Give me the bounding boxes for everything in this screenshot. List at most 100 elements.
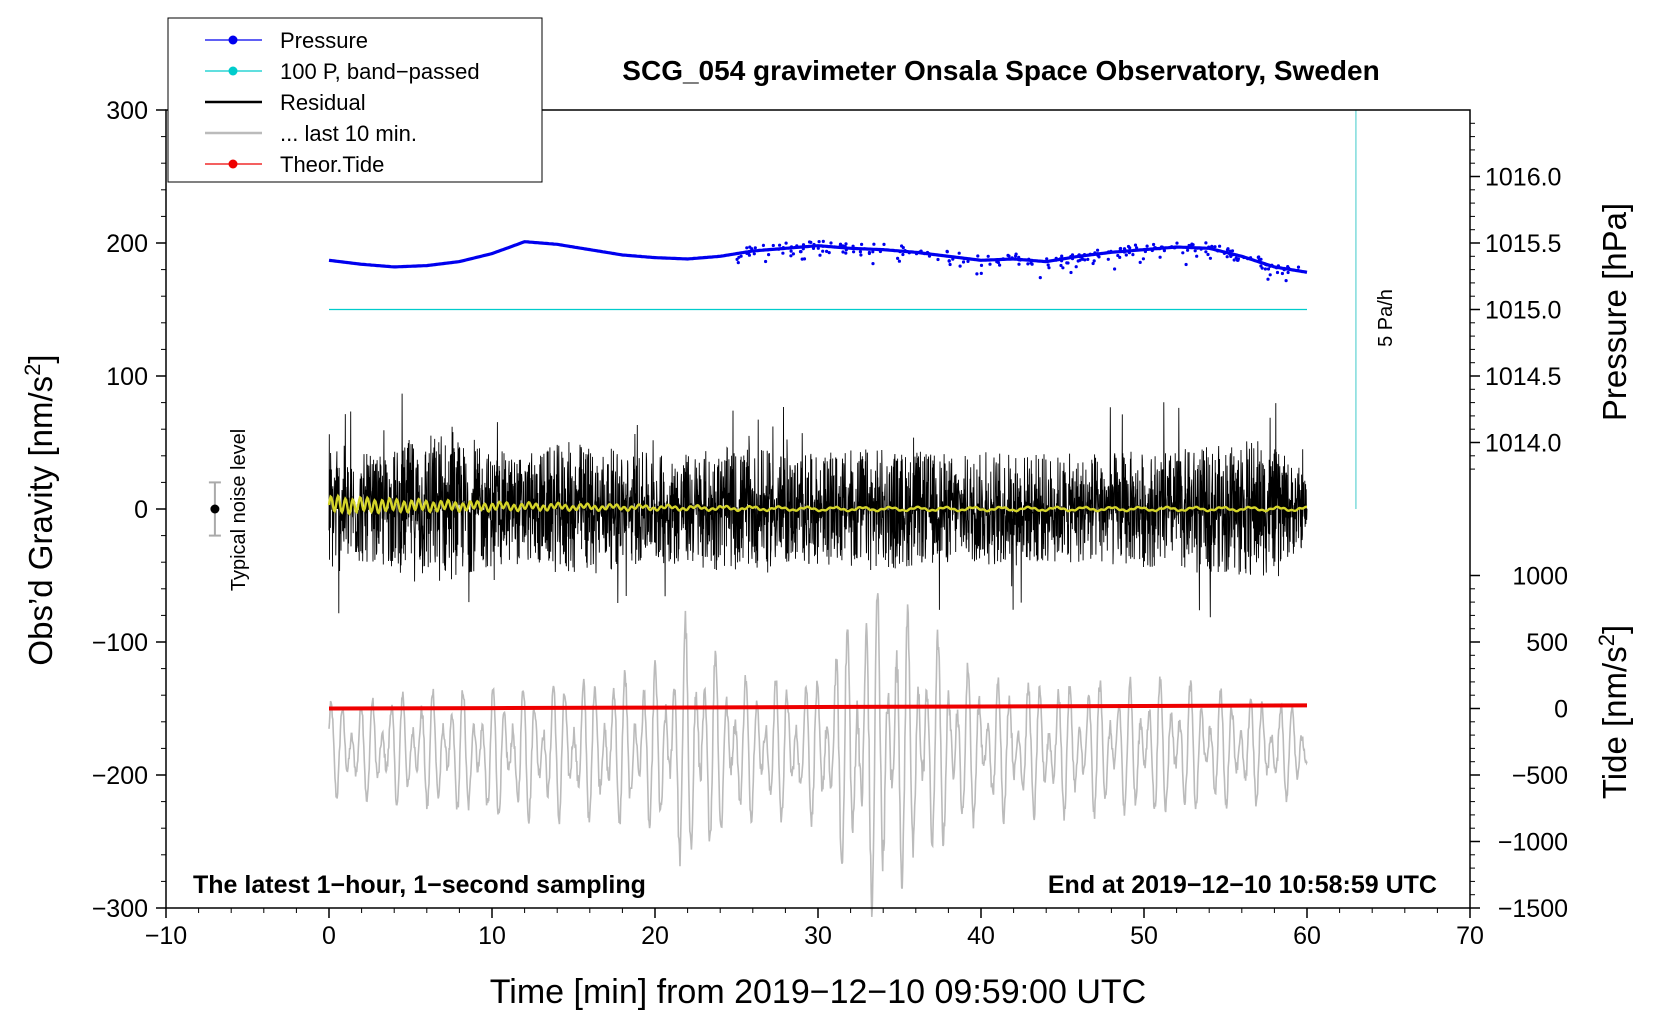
pressure-point [1236,258,1240,262]
pressure-point [801,247,805,251]
pressure-point [1143,249,1147,254]
pressure-point [871,262,875,266]
pressure-point [858,250,863,254]
pressure-point [1060,259,1064,263]
pressure-point [798,250,803,254]
pressure-point [781,246,785,250]
pressure-point [1047,266,1051,270]
pressure-point [1263,267,1267,271]
legend-entries: Pressure 100 P, band−passed Residual ... la… [205,28,480,177]
pressure-point [1222,251,1226,255]
y-tick-label: −300 [92,895,148,923]
pressure-point [1045,257,1049,261]
legend-label: Residual [280,90,366,115]
pressure-point [900,244,904,248]
pressure-point [1159,245,1164,249]
pressure-point [852,250,856,254]
pressure-point [1122,247,1127,251]
legend-marker [228,159,238,169]
pressure-point [1070,257,1075,261]
pressure-point [1118,247,1122,251]
legend-label: ... last 10 min. [280,121,417,146]
pressure-point [1131,253,1135,257]
pressure-tick-label: 1016.0 [1485,164,1561,192]
pressure-point [1268,264,1272,268]
pressure-point [825,249,829,253]
pressure-point [789,249,793,253]
pressure-point [1086,257,1090,261]
pressure-point [1275,270,1280,275]
pressure-tick-label: 1015.5 [1485,230,1561,258]
tide-tick-label: −1000 [1498,829,1568,857]
pressure-point [1096,248,1100,252]
pressure-point [1017,258,1021,262]
pressure-point [1206,252,1210,257]
pressure-point [1026,262,1030,266]
pressure-point [1257,255,1261,259]
pressure-point [827,251,831,255]
pressure-point [896,256,900,260]
y-axis-label-pressure: Pressure [hPa] [1596,203,1633,421]
x-axis-label: Time [min] from 2019−12−10 09:59:00 UTC [490,973,1146,1011]
pressure-point [844,248,848,252]
pressure-point [1128,246,1132,250]
pressure-point [860,242,864,246]
pressure-point [945,249,949,253]
pressure-point [1208,256,1212,260]
x-tick-label: 10 [478,922,506,950]
pressure-point [926,251,931,256]
pressure-tick-label: 1014.5 [1485,363,1561,391]
y-axis-label-left-end: ] [22,354,59,363]
pressure-point [1027,257,1031,261]
tide-tick-label: −500 [1512,762,1568,790]
pressure-point [1017,255,1021,259]
pressure-point [843,244,847,248]
series-bandpassed-residual-line [327,493,1308,517]
pressure-point [1225,255,1229,259]
y-tick-label: 200 [106,230,148,258]
pressure-point [1065,261,1069,265]
pressure-point [1078,258,1082,262]
pressure-point [1038,276,1042,280]
pressure-point [1054,258,1058,262]
y-axis-label-tide-sup: 2 [1594,634,1619,646]
pressure-point [816,246,820,250]
pressure-point [919,249,923,253]
series-pressure-line [328,240,1308,274]
x-tick-label: 60 [1293,922,1321,950]
pressure-point [777,247,781,251]
pressure-point [767,253,771,257]
pressure-point [1186,248,1190,252]
pressure-point [988,262,992,266]
pressure-point [821,244,825,248]
annotation-bottom-right: End at 2019−12−10 10:58:59 UTC [1048,871,1437,899]
pressure-point [1081,257,1085,261]
pressure-point [1213,245,1217,249]
pressure-point [979,263,984,267]
pressure-point [976,254,980,258]
pressure-point [1210,244,1214,248]
pressure-point [1017,262,1021,266]
noise-level-label: Typical noise level [228,429,250,591]
pressure-point [789,245,794,249]
pressure-point [795,244,799,248]
pressure-tick-label: 1014.0 [1485,430,1561,458]
y-tick-label: 100 [106,363,148,391]
pressure-point [1218,244,1222,248]
y-axis-label-left: Obs’d Gravity [nm/s2] [20,354,59,665]
pressure-point [1195,254,1199,258]
pressure-point [1158,255,1162,259]
pressure-point [789,254,793,258]
pressure-point [1127,251,1131,255]
y-tick-label: 0 [134,496,148,524]
pressure-point [1190,242,1194,246]
pressure-point [859,247,863,251]
pressure-point [1088,252,1092,256]
pressure-point [1010,256,1014,260]
pressure-point [812,242,816,247]
pressure-point [961,260,966,264]
pressure-point [766,248,770,252]
x-tick-label: 20 [641,922,669,950]
y-axis-label-tide-end: ] [1596,625,1633,634]
